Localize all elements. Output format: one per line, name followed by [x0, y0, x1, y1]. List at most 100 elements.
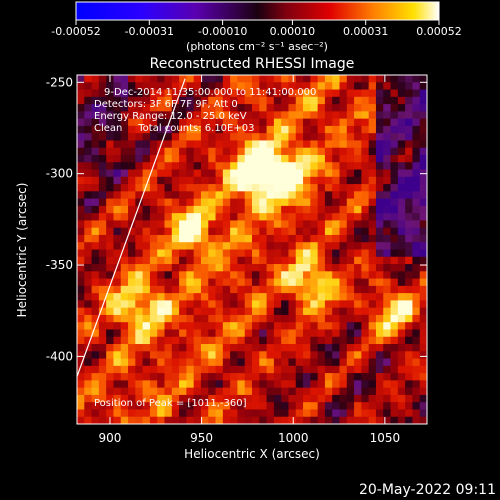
heatmap-cell — [368, 191, 377, 200]
heatmap-cell — [405, 322, 414, 331]
heatmap-cell — [142, 365, 151, 374]
heatmap-cell — [142, 133, 151, 142]
heatmap-cell — [354, 329, 362, 338]
heatmap-cell — [332, 314, 341, 323]
heatmap-cell — [281, 285, 290, 294]
heatmap-cell — [346, 154, 355, 163]
heatmap-cell — [208, 154, 217, 163]
heatmap-cell — [332, 249, 341, 258]
heatmap-cell — [303, 205, 311, 214]
heatmap-cell — [405, 125, 414, 134]
heatmap-cell — [77, 176, 85, 185]
heatmap-cell — [368, 205, 377, 214]
heatmap-cell — [98, 416, 107, 424]
heatmap-cell — [149, 322, 158, 331]
heatmap-cell — [142, 373, 151, 381]
heatmap-cell — [237, 227, 246, 236]
heatmap-cell — [405, 104, 414, 112]
heatmap-cell — [346, 104, 355, 112]
heatmap-cell — [164, 176, 173, 185]
heatmap-cell — [135, 75, 144, 83]
heatmap-cell — [383, 249, 392, 258]
heatmap-cell — [135, 169, 144, 178]
heatmap-cell — [120, 314, 129, 323]
heatmap-cell — [375, 191, 384, 200]
heatmap-cell — [200, 75, 209, 83]
heatmap-cell — [383, 278, 392, 287]
heatmap-cell — [354, 365, 362, 374]
heatmap-cell — [193, 205, 202, 214]
heatmap-cell — [208, 365, 217, 374]
heatmap-cell — [120, 380, 129, 389]
y-tick-label: -350 — [46, 258, 73, 272]
heatmap-cell — [397, 234, 406, 243]
heatmap-cell — [222, 162, 231, 171]
heatmap-cell — [281, 234, 290, 243]
heatmap-cell — [98, 162, 107, 171]
heatmap-cell — [317, 133, 326, 142]
heatmap-cells — [77, 75, 427, 424]
heatmap-cell — [303, 140, 311, 149]
heatmap-cell — [244, 278, 253, 287]
heatmap-cell — [346, 82, 355, 91]
heatmap-cell — [266, 278, 275, 287]
heatmap-cell — [368, 285, 377, 294]
heatmap-cell — [128, 96, 136, 105]
heatmap-cell — [222, 336, 231, 345]
heatmap-cell — [208, 373, 217, 381]
heatmap-cell — [186, 394, 195, 403]
heatmap-cell — [354, 234, 362, 243]
heatmap-cell — [91, 162, 100, 171]
heatmap-cell — [230, 329, 239, 338]
heatmap-cell — [375, 293, 384, 301]
heatmap-cell — [339, 227, 348, 236]
heatmap-cell — [84, 227, 93, 236]
heatmap-cell — [171, 234, 180, 243]
heatmap-cell — [266, 213, 275, 222]
heatmap-cell — [397, 416, 406, 424]
heatmap-cell — [310, 394, 319, 403]
heatmap-cell — [142, 264, 151, 272]
heatmap-cell — [149, 154, 158, 163]
heatmap-cell — [98, 387, 107, 396]
heatmap-cell — [375, 96, 384, 105]
heatmap-cell — [237, 380, 246, 389]
heatmap-cell — [252, 75, 260, 83]
heatmap-cell — [288, 394, 297, 403]
heatmap-cell — [273, 234, 282, 243]
heatmap-cell — [186, 125, 195, 134]
heatmap-cell — [193, 104, 202, 112]
heatmap-cell — [222, 111, 231, 120]
heatmap-cell — [208, 264, 217, 272]
heatmap-cell — [412, 256, 421, 265]
heatmap-cell — [252, 300, 260, 309]
heatmap-cell — [346, 264, 355, 272]
heatmap-cell — [383, 314, 392, 323]
heatmap-cell — [303, 213, 311, 222]
heatmap-cell — [171, 96, 180, 105]
heatmap-cell — [332, 162, 341, 171]
heatmap-cell — [113, 278, 122, 287]
heatmap-cell — [405, 147, 414, 156]
heatmap-cell — [186, 111, 195, 120]
heatmap-cell — [120, 234, 129, 243]
colorbar: -0.00052 -0.00031 -0.00010 0.00010 0.00031 0.… — [51, 1, 462, 53]
heatmap-cell — [273, 264, 282, 272]
heatmap-cell — [164, 249, 173, 258]
heatmap-cell — [164, 184, 173, 192]
heatmap-cell — [237, 409, 246, 418]
heatmap-cell — [252, 169, 260, 178]
heatmap-cell — [288, 322, 297, 331]
heatmap-cell — [98, 191, 107, 200]
heatmap-cell — [303, 96, 311, 105]
heatmap-cell — [77, 394, 85, 403]
heatmap-cell — [142, 271, 151, 280]
heatmap-cell — [273, 314, 282, 323]
heatmap-cell — [142, 380, 151, 389]
heatmap-cell — [281, 111, 290, 120]
heatmap-cell — [179, 184, 187, 192]
heatmap-cell — [142, 314, 151, 323]
heatmap-cell — [208, 162, 217, 171]
heatmap-cell — [324, 351, 333, 360]
heatmap-cell — [157, 96, 166, 105]
